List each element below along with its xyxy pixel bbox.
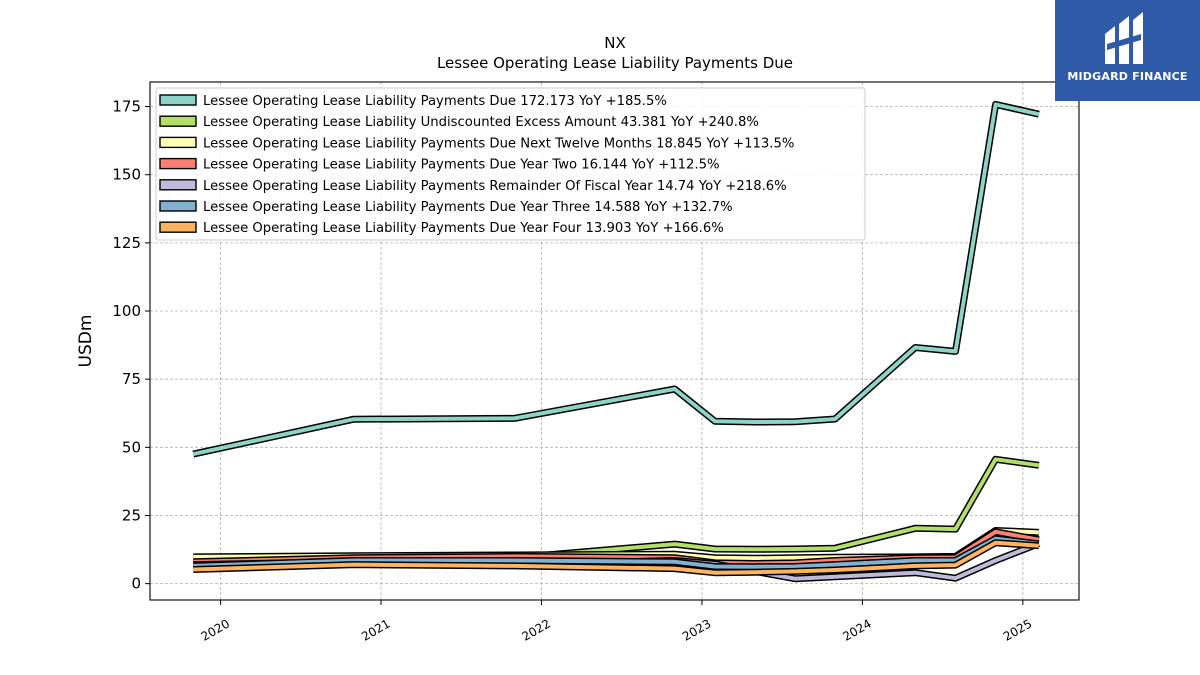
legend-swatch xyxy=(159,221,197,233)
y-tick-label: 25 xyxy=(122,506,141,524)
legend-label: Lessee Operating Lease Liability Payment… xyxy=(203,94,667,109)
chart-title: NX xyxy=(604,34,626,52)
x-tick-label: 2024 xyxy=(840,616,873,643)
legend-swatch xyxy=(159,200,197,212)
y-tick-label: 100 xyxy=(112,302,141,320)
logo-text: MIDGARD FINANCE xyxy=(1067,70,1188,83)
legend-item: Lessee Operating Lease Liability Payment… xyxy=(159,94,667,109)
series-1 xyxy=(192,100,1040,458)
series-line xyxy=(193,540,1040,575)
legend-label: Lessee Operating Lease Liability Payment… xyxy=(203,136,794,151)
x-tick-label: 2025 xyxy=(1001,616,1034,643)
x-tick-label: 2023 xyxy=(680,616,713,643)
legend-swatch xyxy=(159,179,197,191)
plot-frame xyxy=(149,81,1080,601)
legend-item: Lessee Operating Lease Liability Undisco… xyxy=(159,115,759,130)
legend-box xyxy=(155,87,866,241)
legend-swatch xyxy=(159,115,197,127)
series-6 xyxy=(193,535,1040,571)
legend-swatch xyxy=(159,94,197,106)
y-tick-label: 0 xyxy=(131,575,141,593)
legend-label: Lessee Operating Lease Liability Payment… xyxy=(203,179,787,194)
series-7 xyxy=(193,539,1040,577)
midgard-finance-logo: MIDGARD FINANCE xyxy=(1055,0,1200,101)
y-tick-label: 125 xyxy=(112,234,141,252)
series-lines xyxy=(192,100,1041,583)
x-tick-label: 2021 xyxy=(359,616,392,643)
legend-label: Lessee Operating Lease Liability Payment… xyxy=(203,221,724,236)
x-tick-label: 2020 xyxy=(199,616,232,643)
legend-item: Lessee Operating Lease Liability Payment… xyxy=(159,221,724,236)
y-tick-label: 50 xyxy=(122,438,141,456)
y-tick-label: 150 xyxy=(112,166,141,184)
legend-item: Lessee Operating Lease Liability Payment… xyxy=(159,179,787,194)
y-axis-label: USDm xyxy=(76,315,96,368)
chart-subtitle: Lessee Operating Lease Liability Payment… xyxy=(437,54,793,72)
legend-label: Lessee Operating Lease Liability Payment… xyxy=(203,200,733,215)
legend: Lessee Operating Lease Liability Payment… xyxy=(155,87,866,241)
legend-item: Lessee Operating Lease Liability Payment… xyxy=(159,136,794,151)
y-tick-label: 175 xyxy=(112,98,141,116)
series-line xyxy=(193,536,1040,569)
y-tick-label: 75 xyxy=(122,370,141,388)
series-line-outline xyxy=(193,455,1040,566)
x-tick-label: 2022 xyxy=(520,616,553,643)
series-2 xyxy=(193,455,1040,566)
legend-label: Lessee Operating Lease Liability Undisco… xyxy=(203,115,759,130)
legend-swatch xyxy=(159,157,197,170)
axes: 0 25 50 75 100 125 150 175 2020 2021 2022 2023 2024 2… xyxy=(112,98,1034,644)
legend-swatch xyxy=(159,136,197,149)
legend-label: Lessee Operating Lease Liability Payment… xyxy=(203,158,720,173)
logo-mark-icon xyxy=(1105,12,1143,64)
legend-item: Lessee Operating Lease Liability Payment… xyxy=(159,200,733,215)
series-line xyxy=(192,102,1040,457)
legend-item: Lessee Operating Lease Liability Payment… xyxy=(159,157,720,173)
